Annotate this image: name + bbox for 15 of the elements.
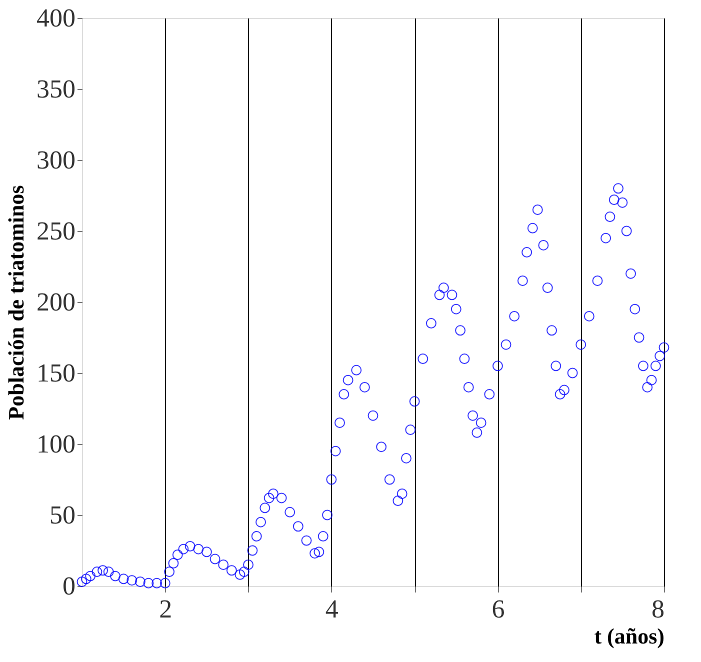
y-tick-label: 50: [50, 500, 76, 530]
y-axis-title: Población de triatominos: [4, 184, 28, 420]
x-tick-label: 6: [492, 594, 505, 624]
x-axis-title: t (años): [594, 624, 664, 648]
x-tick-label: 8: [652, 594, 664, 624]
y-tick-label: 400: [36, 4, 76, 32]
y-tick-label: 300: [36, 146, 76, 174]
x-tick-label: 2: [159, 594, 172, 624]
x-tick-label: 4: [325, 594, 338, 624]
y-tick-label: 200: [36, 288, 76, 316]
y-tick-label: 150: [36, 358, 76, 388]
y-tick-label: 250: [36, 216, 76, 246]
y-tick-label: 350: [36, 74, 76, 104]
y-tick-label: 100: [36, 430, 76, 458]
y-tick-label: 0: [62, 572, 76, 600]
